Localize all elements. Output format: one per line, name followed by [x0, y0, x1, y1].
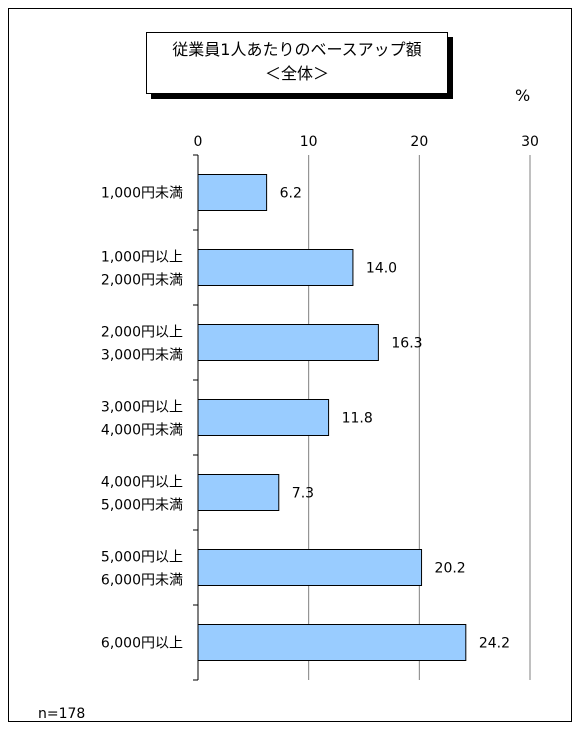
bar	[197, 399, 330, 436]
category-label: 2,000円以上	[101, 325, 183, 341]
sample-size-label: n=178	[38, 706, 86, 722]
chart-frame	[8, 8, 572, 722]
value-label: 11.8	[342, 411, 373, 427]
chart-title-box: 従業員1人あたりのベースアップ額 ＜全体＞	[146, 32, 448, 94]
category-label: 1,000円未満	[101, 186, 183, 202]
bar	[197, 474, 280, 511]
category-label: 5,000円未満	[101, 498, 183, 514]
category-label: 4,000円未満	[101, 423, 183, 439]
x-tick-label: 20	[410, 134, 428, 150]
category-label: 2,000円未満	[101, 273, 183, 289]
category-label: 1,000円以上	[101, 250, 183, 266]
value-label: 6.2	[280, 186, 302, 202]
bar	[197, 624, 467, 661]
unit-label: %	[515, 86, 531, 105]
bar	[197, 174, 268, 211]
bar	[197, 549, 423, 586]
bar	[197, 249, 354, 286]
category-label: 6,000円未満	[101, 573, 183, 589]
value-label: 20.2	[435, 561, 466, 577]
category-label: 5,000円以上	[101, 550, 183, 566]
x-tick-label: 30	[521, 134, 539, 150]
chart-title: 従業員1人あたりのベースアップ額	[172, 40, 422, 59]
bar	[197, 324, 379, 361]
value-label: 14.0	[366, 261, 397, 277]
chart-subtitle: ＜全体＞	[264, 64, 329, 83]
x-tick-label: 0	[194, 134, 203, 150]
category-label: 3,000円以上	[101, 400, 183, 416]
value-label: 24.2	[479, 636, 510, 652]
category-label: 3,000円未満	[101, 348, 183, 364]
category-label: 6,000円以上	[101, 636, 183, 652]
value-label: 7.3	[292, 486, 314, 502]
x-tick-label: 10	[300, 134, 318, 150]
value-label: 16.3	[391, 336, 422, 352]
category-label: 4,000円以上	[101, 475, 183, 491]
